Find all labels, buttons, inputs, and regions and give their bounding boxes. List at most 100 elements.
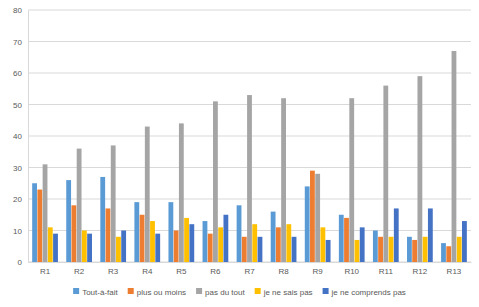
y-tick: 60 <box>13 69 28 78</box>
y-tick-label: 80 <box>13 6 22 15</box>
bar <box>462 221 467 262</box>
bar <box>417 76 422 262</box>
x-tick: R4 <box>142 262 153 276</box>
x-tick: R5 <box>176 262 187 276</box>
bar <box>66 180 71 262</box>
bar <box>310 171 315 262</box>
x-tick: R10 <box>344 262 359 276</box>
x-tick-label: R8 <box>278 267 289 276</box>
x-tick: R13 <box>447 262 462 276</box>
series <box>43 51 457 262</box>
legend-item: pas du tout <box>196 288 245 297</box>
bar <box>252 224 257 262</box>
bar <box>174 231 179 263</box>
bar <box>373 231 378 263</box>
bar <box>116 237 121 262</box>
y-tick-label: 10 <box>13 227 22 236</box>
bar <box>168 202 173 262</box>
x-tick: R12 <box>413 262 428 276</box>
bar <box>292 237 297 262</box>
bar <box>237 205 242 262</box>
plot: 01020304050607080R1R2R3R4R5R6R7R8R9R10R1… <box>13 6 471 276</box>
bar <box>452 51 457 262</box>
y-tick-label: 0 <box>18 258 23 267</box>
legend-label: plus ou moins <box>137 288 186 297</box>
bar <box>140 215 145 262</box>
bar <box>355 240 360 262</box>
bar <box>189 224 194 262</box>
legend-swatch <box>196 288 202 294</box>
x-tick: R1 <box>40 262 51 276</box>
x-tick: R6 <box>210 262 221 276</box>
bar <box>184 218 189 262</box>
x-tick: R8 <box>278 262 289 276</box>
legend-item: je ne sais pas <box>255 288 313 297</box>
legend-swatch <box>255 288 261 294</box>
grid-line <box>28 10 471 11</box>
x-axis: R1 R2 R3 R4 R5 R6 R7 R8 R9 R10 R11 R12 R13 <box>29 262 472 276</box>
bar <box>378 237 383 262</box>
legend-swatch <box>323 288 329 294</box>
bar <box>121 231 126 263</box>
bar <box>446 246 451 262</box>
bar <box>339 215 344 262</box>
bar <box>441 243 446 262</box>
y-tick: 70 <box>13 38 28 47</box>
bar <box>43 164 48 262</box>
series <box>48 218 462 262</box>
x-tick-label: R11 <box>379 267 394 276</box>
y-tick: 10 <box>13 227 28 236</box>
bar <box>223 215 228 262</box>
x-tick-label: R12 <box>413 267 428 276</box>
legend-label: pas du tout <box>205 288 245 297</box>
bar <box>82 231 87 263</box>
bar <box>305 186 310 262</box>
bars <box>32 51 467 262</box>
legend-item: plus ou moins <box>128 288 186 297</box>
bar <box>349 98 354 262</box>
grid <box>28 10 471 262</box>
y-tick-label: 60 <box>13 69 22 78</box>
bar <box>315 174 320 262</box>
x-tick: R9 <box>313 262 324 276</box>
chart: 01020304050607080R1R2R3R4R5R6R7R8R9R10R1… <box>0 0 479 307</box>
bar <box>286 224 291 262</box>
legend-label: je ne sais pas <box>263 288 313 297</box>
x-tick-label: R9 <box>313 267 324 276</box>
bar <box>213 101 218 262</box>
legend-label: je ne comprends pas <box>331 288 406 297</box>
y-axis: 01020304050607080 <box>13 6 28 267</box>
bar <box>150 221 155 262</box>
x-tick-label: R1 <box>40 267 51 276</box>
x-tick: R7 <box>244 262 255 276</box>
series <box>53 208 467 262</box>
bar <box>71 205 76 262</box>
series <box>37 171 451 262</box>
x-tick: R3 <box>108 262 119 276</box>
bar <box>457 237 462 262</box>
x-tick: R2 <box>74 262 85 276</box>
bar <box>407 237 412 262</box>
y-axis-line <box>28 11 29 263</box>
legend-swatch <box>73 288 79 294</box>
y-tick: 80 <box>13 6 28 15</box>
legend-swatch <box>128 288 134 294</box>
x-tick-label: R10 <box>344 267 359 276</box>
x-tick-label: R3 <box>108 267 119 276</box>
y-tick: 0 <box>18 258 28 267</box>
legend-item: Tout-à-fait <box>73 288 118 297</box>
bar <box>258 237 263 262</box>
x-tick-label: R4 <box>142 267 153 276</box>
bar <box>389 237 394 262</box>
y-tick-label: 30 <box>13 164 22 173</box>
bar <box>423 237 428 262</box>
x-tick-label: R13 <box>447 267 462 276</box>
bar <box>218 227 223 262</box>
bar <box>276 227 281 262</box>
x-axis-line <box>29 262 472 263</box>
bar <box>281 98 286 262</box>
bar <box>179 123 184 262</box>
y-tick: 40 <box>13 132 28 141</box>
y-tick-label: 20 <box>13 195 22 204</box>
bar <box>326 240 331 262</box>
